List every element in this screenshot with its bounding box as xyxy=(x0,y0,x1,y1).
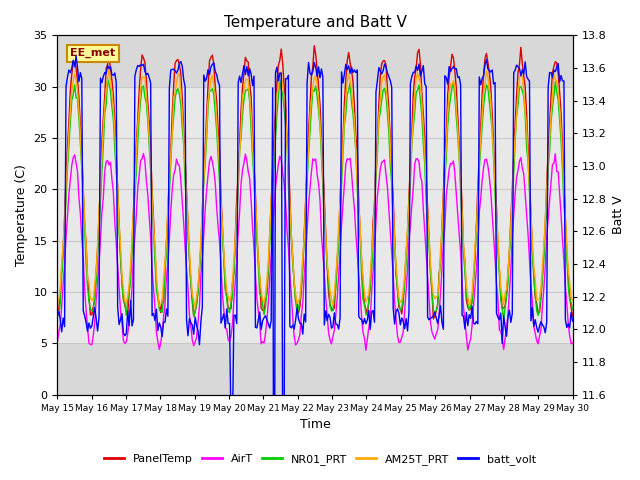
Text: EE_met: EE_met xyxy=(70,48,115,58)
Y-axis label: Temperature (C): Temperature (C) xyxy=(15,164,28,266)
Y-axis label: Batt V: Batt V xyxy=(612,196,625,234)
X-axis label: Time: Time xyxy=(300,419,330,432)
Legend: PanelTemp, AirT, NR01_PRT, AM25T_PRT, batt_volt: PanelTemp, AirT, NR01_PRT, AM25T_PRT, ba… xyxy=(100,450,540,469)
Title: Temperature and Batt V: Temperature and Batt V xyxy=(223,15,406,30)
Bar xyxy=(58,87,573,344)
